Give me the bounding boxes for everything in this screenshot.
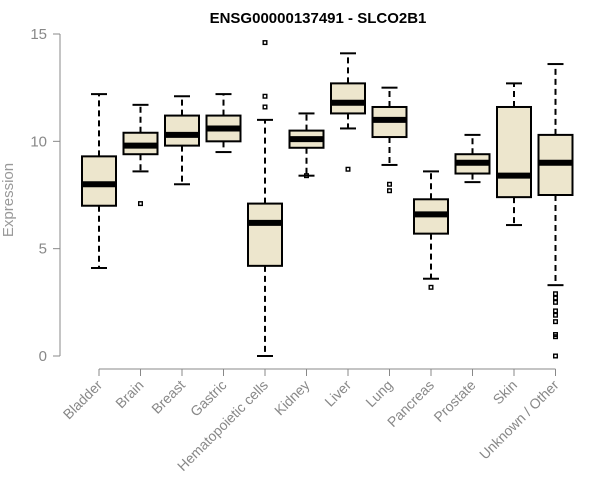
- outlier-point: [137, 201, 143, 207]
- x-tick-label: Prostate: [430, 377, 478, 425]
- outlier-point: [553, 312, 559, 318]
- x-tick-label: Unknown / Other: [476, 377, 562, 463]
- outlier-point: [553, 332, 559, 338]
- x-tick-label: Brain: [112, 377, 146, 411]
- y-tick-label: 10: [30, 133, 47, 150]
- box-group: [81, 93, 117, 269]
- y-axis-label: Expression: [0, 163, 17, 237]
- iqr-box: [496, 105, 532, 199]
- y-tick-label: 5: [39, 241, 47, 258]
- outlier-point: [262, 40, 268, 46]
- x-tick-label: Bladder: [60, 377, 106, 423]
- box-group: [288, 112, 325, 179]
- box-group: [413, 170, 449, 290]
- box-group: [247, 40, 283, 357]
- box-group: [454, 133, 491, 184]
- box-group: [164, 95, 200, 186]
- box-group: [205, 93, 242, 154]
- outlier-point: [387, 188, 393, 194]
- x-tick-label: Liver: [321, 377, 354, 410]
- iqr-box: [164, 114, 200, 147]
- outlier-point: [553, 291, 559, 297]
- outlier-point: [428, 284, 434, 290]
- y-tick-label: 15: [30, 26, 47, 43]
- outlier-point: [553, 295, 559, 301]
- plot-area: [81, 40, 574, 359]
- box-group: [496, 82, 532, 227]
- iqr-box: [81, 155, 117, 207]
- outlier-point: [387, 181, 393, 187]
- iqr-box: [330, 82, 366, 115]
- box-group: [122, 103, 159, 207]
- x-tick-label: Breast: [148, 377, 188, 417]
- outlier-point: [553, 353, 559, 359]
- box-group: [371, 86, 408, 194]
- outlier-point: [345, 166, 351, 172]
- outlier-point: [553, 308, 559, 314]
- x-tick-label: Skin: [490, 377, 521, 408]
- y-tick-label: 0: [39, 348, 47, 365]
- outlier-point: [553, 319, 559, 325]
- x-tick-label: Lung: [362, 377, 395, 410]
- x-tick-label: Kidney: [271, 377, 313, 419]
- iqr-box: [247, 202, 283, 267]
- box-group: [330, 52, 366, 172]
- outlier-point: [262, 93, 268, 99]
- chart-title: ENSG00000137491 - SLCO2B1: [210, 10, 427, 27]
- box-group: [537, 63, 574, 359]
- outlier-point: [304, 173, 310, 179]
- outlier-point: [262, 104, 268, 110]
- outlier-point: [553, 299, 559, 305]
